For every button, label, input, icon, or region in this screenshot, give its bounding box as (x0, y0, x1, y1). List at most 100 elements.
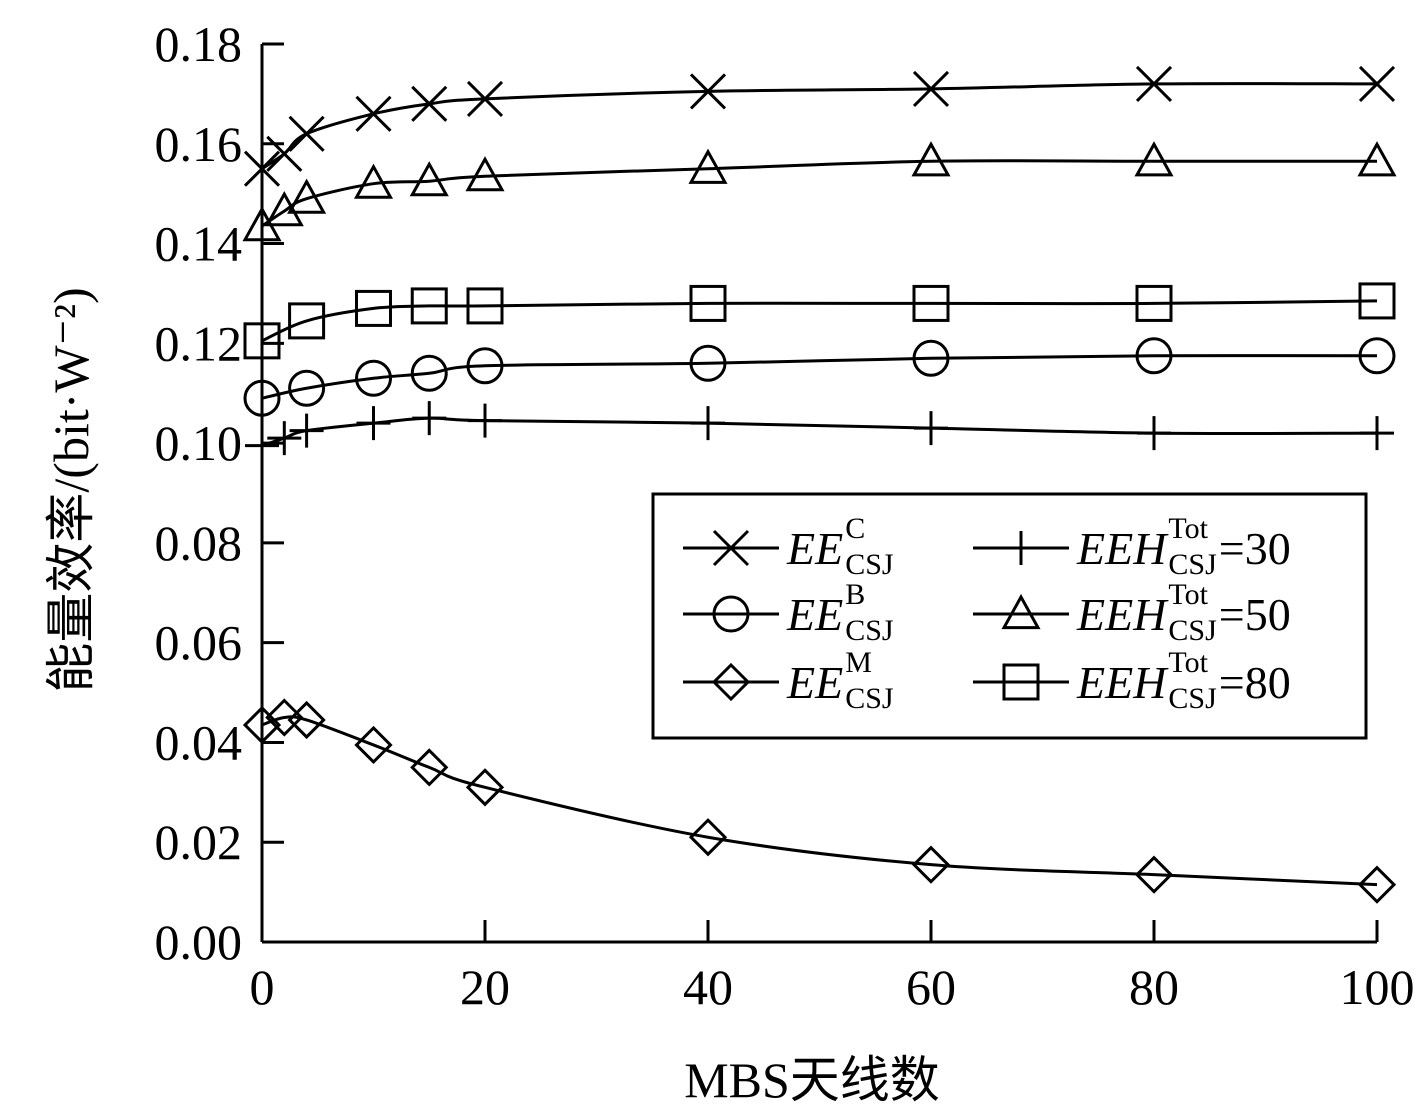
data-point-diamond (1134, 855, 1174, 894)
series-line (261, 82, 1378, 170)
legend-marker-square (1002, 663, 1040, 701)
legend-sub: CSJ (1168, 614, 1217, 647)
data-point-circle (1358, 337, 1396, 375)
x-tick-label: 40 (683, 959, 733, 1015)
data-point-triangle (287, 178, 327, 214)
data-point-triangle (465, 156, 505, 192)
legend-label: EE (786, 589, 843, 640)
legend-label: EEH (1076, 523, 1169, 574)
data-point-circle (410, 354, 448, 392)
legend-sup: M (845, 646, 872, 679)
data-point-square (355, 289, 392, 327)
y-tick-label: 0.06 (155, 615, 243, 671)
series-square (243, 282, 1396, 360)
data-point-square (1135, 284, 1173, 322)
data-point-square (466, 287, 504, 325)
data-point-x (243, 150, 281, 187)
data-point-x (355, 95, 392, 132)
y-tick-label: 0.02 (155, 814, 243, 870)
legend-label: EE (786, 523, 843, 574)
legend-sub: CSJ (845, 548, 894, 581)
data-point-x (1135, 65, 1173, 102)
series-line (261, 715, 1378, 887)
data-point-plus (468, 403, 502, 438)
data-point-diamond (688, 818, 728, 857)
legend-marker-diamond (711, 662, 751, 702)
data-point-square (243, 322, 281, 360)
data-point-x (411, 85, 448, 122)
x-tick-label: 20 (460, 959, 510, 1015)
legend-marker-circle (712, 595, 750, 633)
data-point-square (410, 287, 448, 325)
data-point-diamond (242, 705, 282, 745)
y-tick-label: 0.18 (155, 16, 243, 72)
legend-sub: CSJ (845, 614, 894, 647)
series-line (261, 354, 1378, 400)
legend-suffix: =80 (1219, 657, 1291, 708)
series-line (261, 159, 1377, 228)
legend-suffix: =30 (1219, 523, 1291, 574)
data-point-plus (691, 406, 725, 441)
legend-sub: CSJ (1168, 548, 1217, 581)
x-tick-label: 80 (1129, 959, 1179, 1015)
data-point-square (689, 284, 727, 322)
x-tick-label: 60 (906, 959, 956, 1015)
y-tick-label: 0.12 (155, 315, 243, 371)
series-plus (245, 401, 1394, 463)
legend-marker-triangle (1001, 593, 1041, 630)
data-point-diamond (354, 725, 393, 765)
data-point-circle (288, 369, 326, 407)
legend-sub: CSJ (1168, 682, 1217, 715)
data-point-circle (689, 344, 727, 382)
data-point-square (912, 284, 950, 322)
data-point-x (288, 115, 325, 152)
data-point-square (288, 302, 326, 340)
data-point-triangle (409, 161, 449, 197)
data-point-plus (245, 428, 279, 463)
series-diamond (242, 698, 1397, 904)
data-point-plus (1360, 416, 1394, 451)
data-point-circle (466, 347, 504, 385)
data-point-plus (356, 406, 391, 441)
data-point-x (266, 135, 303, 172)
data-point-plus (1137, 416, 1171, 451)
legend-sup: Tot (1168, 646, 1208, 679)
data-point-triangle (1134, 141, 1174, 177)
series-circle (243, 337, 1396, 417)
data-point-circle (912, 339, 950, 377)
data-point-triangle (1357, 141, 1397, 177)
series-triangle (242, 141, 1397, 242)
series-layer (242, 65, 1397, 904)
data-point-plus (289, 413, 324, 448)
x-tick-label: 100 (1340, 959, 1415, 1015)
data-point-x (689, 73, 727, 110)
data-point-diamond (1357, 865, 1397, 904)
data-point-x (912, 70, 950, 107)
data-point-diamond (911, 845, 951, 884)
y-tick-label: 0.10 (155, 415, 243, 471)
legend-marker-x (712, 529, 750, 567)
x-tick-label: 0 (250, 959, 275, 1015)
y-tick-label: 0.16 (155, 116, 243, 172)
legend-marker-plus (1004, 531, 1038, 565)
legend-sup: Tot (1168, 512, 1208, 545)
data-point-diamond (410, 748, 449, 787)
legend-sup: B (845, 578, 865, 611)
y-axis-title: 能量效率/(bit·W⁻²) (43, 287, 99, 692)
data-point-diamond (465, 768, 505, 807)
data-point-circle (1135, 337, 1173, 375)
y-tick-label: 0.00 (155, 914, 243, 970)
legend-label: EEH (1076, 657, 1169, 708)
data-point-x (466, 80, 504, 117)
data-point-triangle (911, 141, 951, 177)
legend-label: EEH (1076, 589, 1169, 640)
legend-sup: Tot (1168, 578, 1208, 611)
